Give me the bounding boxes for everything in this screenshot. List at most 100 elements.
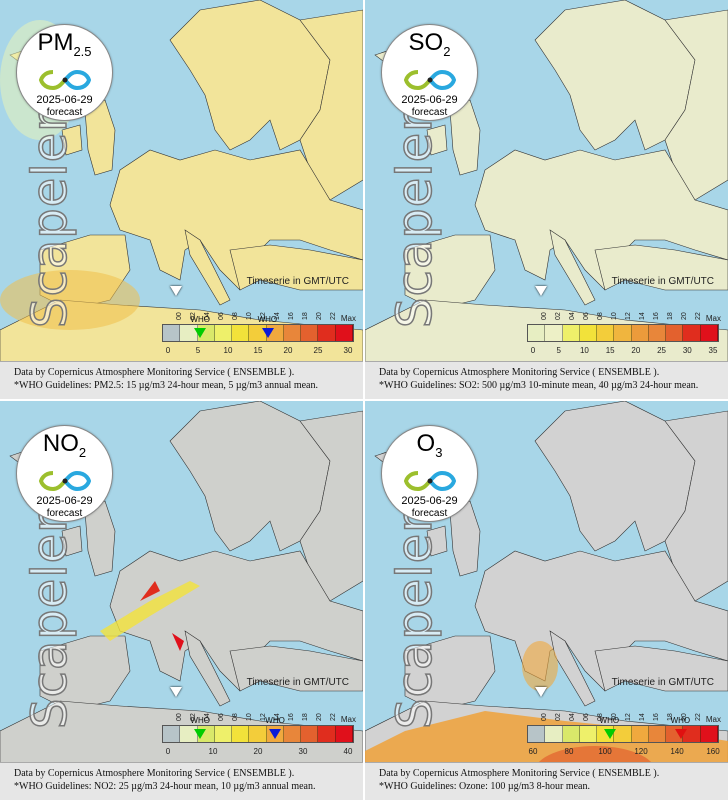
timeline-hour-label: 22 xyxy=(330,713,337,721)
legend-color-bar xyxy=(162,324,354,342)
timeline-hour-label: 00 xyxy=(541,312,548,320)
current-time-arrow-icon xyxy=(170,286,182,296)
timeline-hour-label: 00 xyxy=(176,713,183,721)
who-marker-icon xyxy=(194,729,207,739)
legend-tick-label: 5 xyxy=(195,346,201,355)
pollutant-title: O3 xyxy=(416,430,443,460)
legend-tick-label: 100 xyxy=(598,747,612,756)
legend-tick-label: 120 xyxy=(634,747,648,756)
forecast-date: 2025-06-29 xyxy=(36,93,93,106)
legend-tick-label: 0 xyxy=(165,747,171,756)
who-label: WHO xyxy=(190,315,210,324)
color-legend: WHO WHO Max 60 80 100 120 140 160 xyxy=(525,715,721,759)
timeline-hour-label: 08 xyxy=(597,312,604,320)
timeline-hour-label: 00 xyxy=(176,312,183,320)
timeline-hour-label: 06 xyxy=(583,312,590,320)
color-legend: Max 0 5 10 15 20 25 30 35 xyxy=(525,314,721,358)
legend-tick-label: 30 xyxy=(343,346,353,355)
legend-tick-label: 10 xyxy=(223,346,233,355)
forecast-label: forecast xyxy=(411,507,448,519)
legend-tick-label: 20 xyxy=(283,346,293,355)
who-guidelines-text: *WHO Guidelines: PM2.5: 15 µg/m3 24-hour… xyxy=(14,380,318,391)
forecast-date: 2025-06-29 xyxy=(401,494,458,507)
legend-tick-label: 140 xyxy=(670,747,684,756)
who-label: WHO xyxy=(190,716,210,725)
legend-tick-label: 25 xyxy=(657,346,667,355)
timeline-hour-label: 10 xyxy=(246,312,253,320)
timeline-hour-label: 06 xyxy=(218,713,225,721)
brand-watermark: Scapeler xyxy=(21,511,79,729)
legend-max-label: Max xyxy=(340,314,356,323)
forecast-label: forecast xyxy=(46,507,83,519)
timeline-hour-label: 10 xyxy=(246,713,253,721)
legend-tick-label: 10 xyxy=(579,346,589,355)
map-panel: Scapeler NO2 2025-06-29 forecast Timeser… xyxy=(0,401,363,800)
timeline-hour-label: 20 xyxy=(316,312,323,320)
timeseries-note: Timeserie in GMT/UTC xyxy=(246,677,349,688)
forecast-date: 2025-06-29 xyxy=(401,93,458,106)
timeline-hour-label: 20 xyxy=(316,713,323,721)
timeline-hour-label: 18 xyxy=(667,312,674,320)
attribution-footer: Data by Copernicus Atmosphere Monitoring… xyxy=(365,361,728,399)
pollutant-badge: NO2 2025-06-29 forecast xyxy=(16,425,113,522)
pollutant-title: SO2 xyxy=(408,29,451,59)
brand-watermark: Scapeler xyxy=(386,110,444,328)
timeline-hour-label: 14 xyxy=(639,312,646,320)
who-marker-icon xyxy=(261,328,274,338)
legend-max-label: Max xyxy=(340,715,356,724)
timeline-hour-label: 18 xyxy=(302,312,309,320)
who-marker-icon xyxy=(674,729,687,739)
legend-tick-label: 40 xyxy=(343,747,353,756)
who-label: WHO xyxy=(670,716,691,725)
timeline-hour-label: 08 xyxy=(232,312,239,320)
legend-color-bar xyxy=(527,324,719,342)
attribution-text: Data by Copernicus Atmosphere Monitoring… xyxy=(379,768,660,779)
legend-max-label: Max xyxy=(705,715,721,724)
map-panel: Scapeler O3 2025-06-29 forecast Timeseri… xyxy=(365,401,728,800)
legend-tick-label: 30 xyxy=(682,346,692,355)
timeline-hour-label: 18 xyxy=(302,713,309,721)
legend-tick-label: 10 xyxy=(208,747,218,756)
who-label: WHO xyxy=(257,315,278,324)
attribution-footer: Data by Copernicus Atmosphere Monitoring… xyxy=(365,762,728,800)
timeline-hour-label: 04 xyxy=(569,312,576,320)
timeline-hour-label: 12 xyxy=(625,713,632,721)
forecast-label: forecast xyxy=(46,106,83,118)
legend-tick-label: 0 xyxy=(530,346,536,355)
timeline-hour-label: 02 xyxy=(555,713,562,721)
scapeler-logo-icon xyxy=(38,470,91,491)
scapeler-logo-icon xyxy=(403,69,456,90)
timeline-hour-label: 10 xyxy=(611,312,618,320)
map-panel: Scapeler PM2.5 2025-06-29 forecast Times… xyxy=(0,0,363,399)
who-guidelines-text: *WHO Guidelines: NO2: 25 µg/m3 24-hour m… xyxy=(14,781,316,792)
map-panel: Scapeler SO2 2025-06-29 forecast Timeser… xyxy=(365,0,728,399)
current-time-arrow-icon xyxy=(535,286,547,296)
current-time-arrow-icon xyxy=(170,687,182,697)
attribution-footer: Data by Copernicus Atmosphere Monitoring… xyxy=(0,361,363,399)
who-marker-icon xyxy=(194,328,207,338)
legend-tick-label: 0 xyxy=(165,346,171,355)
timeline-hour-label: 20 xyxy=(681,312,688,320)
timeline-hour-label: 14 xyxy=(639,713,646,721)
legend-tick-label: 5 xyxy=(556,346,561,355)
who-guidelines-text: *WHO Guidelines: Ozone: 100 µg/m3 8-hour… xyxy=(379,781,590,792)
pollutant-badge: SO2 2025-06-29 forecast xyxy=(381,24,478,121)
pollutant-title: NO2 xyxy=(42,430,87,460)
color-legend: WHO WHO Max 0 5 10 15 20 25 30 xyxy=(160,314,356,358)
attribution-text: Data by Copernicus Atmosphere Monitoring… xyxy=(14,768,295,779)
timeseries-note: Timeserie in GMT/UTC xyxy=(611,677,714,688)
timeline-hour-label: 00 xyxy=(541,713,548,721)
timeline-hour-label: 12 xyxy=(625,312,632,320)
color-legend: WHO WHO Max 0 10 20 30 40 xyxy=(160,715,356,759)
who-marker-icon xyxy=(603,729,616,739)
timeline-hour-label: 16 xyxy=(653,713,660,721)
legend-tick-label: 80 xyxy=(564,747,574,756)
timeline[interactable]: 00 02 04 06 08 10 12 14 16 18 20 22 xyxy=(541,300,711,322)
legend-max-label: Max xyxy=(705,314,721,323)
timeseries-note: Timeserie in GMT/UTC xyxy=(611,276,714,287)
scapeler-logo-icon xyxy=(403,470,456,491)
who-label: WHO xyxy=(599,716,620,725)
pollutant-badge: O3 2025-06-29 forecast xyxy=(381,425,478,522)
legend-tick-label: 15 xyxy=(605,346,615,355)
timeline-hour-label: 16 xyxy=(288,713,295,721)
